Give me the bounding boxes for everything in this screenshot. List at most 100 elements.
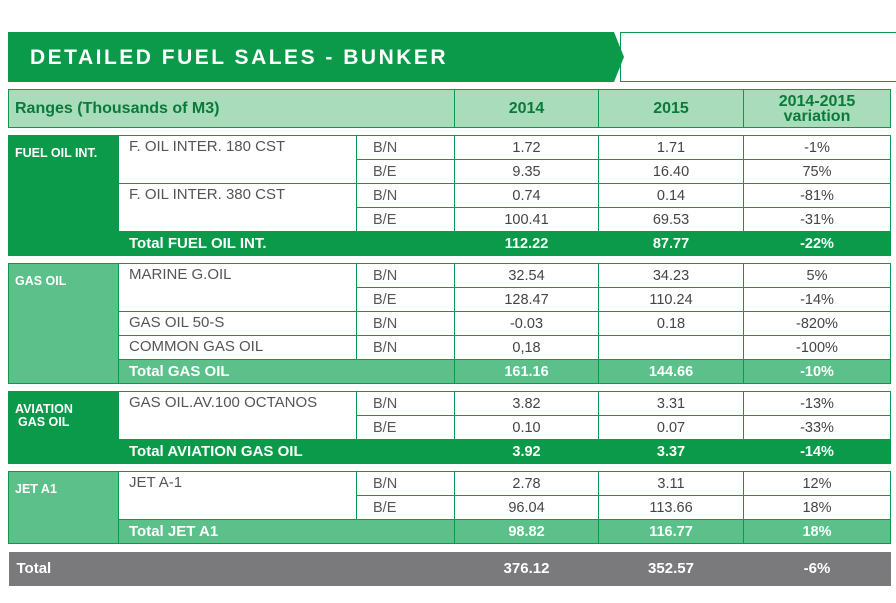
grand-total-2015: 352.57	[598, 551, 744, 586]
code-cell: B/N	[356, 391, 455, 416]
total-variation: -10%	[743, 359, 891, 384]
total-2015: 116.77	[598, 519, 744, 544]
category-fuel-oil: FUEL OIL INT.	[8, 135, 119, 256]
value-variation: 75%	[743, 159, 891, 184]
total-label: Total AVIATION GAS OIL	[118, 439, 455, 464]
value-2015: 1.71	[598, 135, 744, 160]
category-gas-oil: GAS OIL	[8, 263, 119, 384]
value-2014: 32.54	[454, 263, 599, 288]
category-jet-a1: JET A1	[8, 471, 119, 544]
value-variation: -1%	[743, 135, 891, 160]
value-2015: 16.40	[598, 159, 744, 184]
value-2014: 96.04	[454, 495, 599, 520]
header-2014: 2014	[454, 89, 599, 128]
table-row: GAS OIL 50-S B/N -0.03 0.18 -820%	[9, 311, 891, 336]
total-row-fuel-oil: Total FUEL OIL INT. 112.22 87.77 -22%	[9, 231, 891, 256]
code-cell: B/N	[356, 263, 455, 288]
banner-outline	[620, 32, 896, 82]
value-variation: 5%	[743, 263, 891, 288]
value-2014: 9.35	[454, 159, 599, 184]
table-row: FUEL OIL INT. F. OIL INTER. 180 CST B/N …	[8, 135, 891, 256]
table-row: B/E 96.04 113.66 18%	[9, 495, 891, 520]
value-variation: -81%	[743, 183, 891, 208]
total-2015: 3.37	[598, 439, 744, 464]
code-cell: B/E	[356, 415, 455, 440]
value-2014: 0.10	[454, 415, 599, 440]
value-2014: 3.82	[454, 391, 599, 416]
value-variation: 18%	[743, 495, 891, 520]
value-2015: 3.11	[598, 471, 744, 496]
table-header-row: Ranges (Thousands of M3) 2014 2015 2014-…	[8, 89, 891, 128]
value-variation: -820%	[743, 311, 891, 336]
code-cell: B/N	[356, 471, 455, 496]
title-banner: DETAILED FUEL SALES - BUNKER	[8, 32, 896, 82]
total-variation: 18%	[743, 519, 891, 544]
value-2015: 113.66	[598, 495, 744, 520]
category-line: AVIATION	[15, 402, 73, 416]
code-cell: B/E	[356, 159, 455, 184]
total-2014: 112.22	[454, 231, 599, 256]
value-variation: -13%	[743, 391, 891, 416]
product-name: GAS OIL 50-S	[118, 311, 357, 336]
value-variation: 12%	[743, 471, 891, 496]
total-2014: 3.92	[454, 439, 599, 464]
grand-total-label: Total	[8, 551, 455, 586]
grand-total-row: Total 376.12 352.57 -6%	[8, 551, 891, 586]
total-2014: 98.82	[454, 519, 599, 544]
total-label: Total JET A1	[118, 519, 455, 544]
banner-arrow-shape	[8, 32, 624, 82]
code-cell: B/N	[356, 183, 455, 208]
code-cell: B/N	[356, 135, 455, 160]
table-row: B/E 100.41 69.53 -31%	[9, 207, 891, 232]
table-row: JET A1 JET A-1 B/N 2.78 3.11 12%	[8, 471, 891, 544]
product-name: MARINE G.OIL	[118, 263, 357, 312]
header-variation: 2014-2015 variation	[743, 89, 891, 128]
product-name: F. OIL INTER. 180 CST	[118, 135, 357, 184]
product-name: JET A-1	[118, 471, 357, 520]
total-variation: -22%	[743, 231, 891, 256]
table-row: COMMON GAS OIL B/N 0,18 -100%	[9, 335, 891, 360]
value-2014: 0,18	[454, 335, 599, 360]
code-cell: B/E	[356, 495, 455, 520]
value-variation: -31%	[743, 207, 891, 232]
header-ranges: Ranges (Thousands of M3)	[8, 89, 455, 128]
total-row-jet-a1: Total JET A1 98.82 116.77 18%	[9, 519, 891, 544]
header-2015: 2015	[598, 89, 744, 128]
category-aviation-gas-oil: AVIATION GAS OIL	[8, 391, 119, 464]
value-2014: 1.72	[454, 135, 599, 160]
value-2015: 0.07	[598, 415, 744, 440]
grand-total-2014: 376.12	[454, 551, 599, 586]
table-row: AVIATION GAS OIL GAS OIL.AV.100 OCTANOS …	[8, 391, 891, 464]
value-2015: 3.31	[598, 391, 744, 416]
fuel-sales-table: Ranges (Thousands of M3) 2014 2015 2014-…	[8, 89, 891, 586]
value-2015: 69.53	[598, 207, 744, 232]
value-variation: -33%	[743, 415, 891, 440]
code-cell: B/N	[356, 311, 455, 336]
value-2015: 0.14	[598, 183, 744, 208]
value-2015: 0.18	[598, 311, 744, 336]
total-2015: 87.77	[598, 231, 744, 256]
total-label: Total GAS OIL	[118, 359, 455, 384]
table-row: B/E 9.35 16.40 75%	[9, 159, 891, 184]
total-2014: 161.16	[454, 359, 599, 384]
value-2014: 100.41	[454, 207, 599, 232]
value-2014: 128.47	[454, 287, 599, 312]
code-cell: B/E	[356, 287, 455, 312]
table-row: F. OIL INTER. 380 CST B/N 0.74 0.14 -81%	[9, 183, 891, 232]
grand-total-variation: -6%	[743, 551, 891, 586]
code-cell: B/N	[356, 335, 455, 360]
product-name: F. OIL INTER. 380 CST	[118, 183, 357, 232]
value-2015: 110.24	[598, 287, 744, 312]
category-line: GAS OIL	[18, 415, 70, 429]
total-2015: 144.66	[598, 359, 744, 384]
total-row-aviation: Total AVIATION GAS OIL 3.92 3.37 -14%	[9, 439, 891, 464]
value-2014: -0.03	[454, 311, 599, 336]
value-2015	[598, 335, 744, 360]
value-variation: -100%	[743, 335, 891, 360]
value-2015: 34.23	[598, 263, 744, 288]
code-cell: B/E	[356, 207, 455, 232]
value-2014: 2.78	[454, 471, 599, 496]
table-row: B/E 0.10 0.07 -33%	[9, 415, 891, 440]
total-row-gas-oil: Total GAS OIL 161.16 144.66 -10%	[9, 359, 891, 384]
total-label: Total FUEL OIL INT.	[118, 231, 455, 256]
